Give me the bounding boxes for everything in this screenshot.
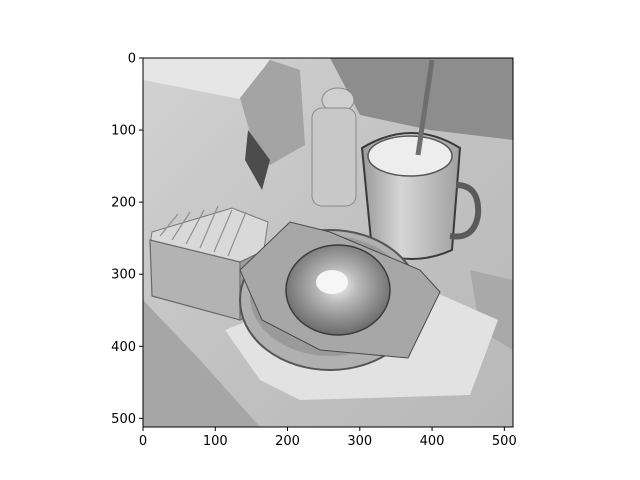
coffee-surface <box>367 135 453 177</box>
x-axis: 0 100 200 300 400 500 <box>139 427 517 449</box>
salt-shaker <box>311 107 357 207</box>
y-tick-label: 300 <box>111 268 136 283</box>
bagel-highlight <box>316 270 348 294</box>
y-tick-label: 500 <box>111 412 136 427</box>
y-tick-label: 100 <box>111 124 136 139</box>
napkin-dispenser <box>143 58 270 100</box>
packet-stripes <box>159 205 247 257</box>
mug-handle <box>449 182 482 240</box>
x-tick-label: 0 <box>139 434 147 449</box>
dispenser-shadow <box>245 130 270 190</box>
table-dark-region <box>330 58 513 140</box>
x-tick-label: 500 <box>492 434 517 449</box>
spoon <box>415 59 435 156</box>
dispenser-side <box>240 60 305 165</box>
x-tick-label: 100 <box>203 434 228 449</box>
axes-frame <box>142 57 514 428</box>
x-tick-label: 200 <box>275 434 300 449</box>
table-shadow <box>143 300 260 427</box>
x-tick-label: 300 <box>347 434 372 449</box>
y-axis: 0 100 200 300 400 500 <box>111 52 143 427</box>
x-tick-label: 400 <box>420 434 445 449</box>
y-tick-label: 200 <box>111 196 136 211</box>
y-tick-label: 0 <box>128 52 136 67</box>
image-area <box>143 58 513 427</box>
y-tick-label: 400 <box>111 340 136 355</box>
